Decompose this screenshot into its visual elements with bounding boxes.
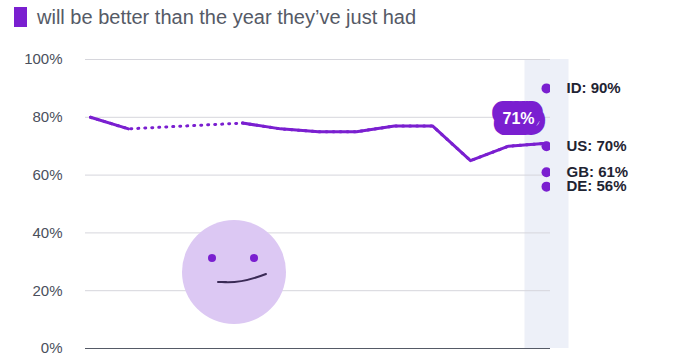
- svg-text:0%: 0%: [41, 339, 63, 356]
- svg-text:60%: 60%: [32, 166, 62, 183]
- html-text:will be better than the year t: will be better than the year they’ve jus…: [37, 5, 417, 28]
- svg-text:40%: 40%: [32, 224, 62, 241]
- svg-text:20%: 20%: [32, 282, 62, 299]
- svg-text:ID: 90%: ID: 90%: [567, 79, 621, 96]
- svg-text:US: 70%: US: 70%: [567, 137, 627, 154]
- svg-text:100%: 100%: [24, 50, 62, 67]
- svg-text:DE: 56%: DE: 56%: [567, 177, 627, 194]
- svg-text:GB: 61%: GB: 61%: [566, 163, 629, 180]
- svg-text:71%: 71%: [502, 110, 534, 127]
- svg-text:80%: 80%: [32, 108, 62, 125]
